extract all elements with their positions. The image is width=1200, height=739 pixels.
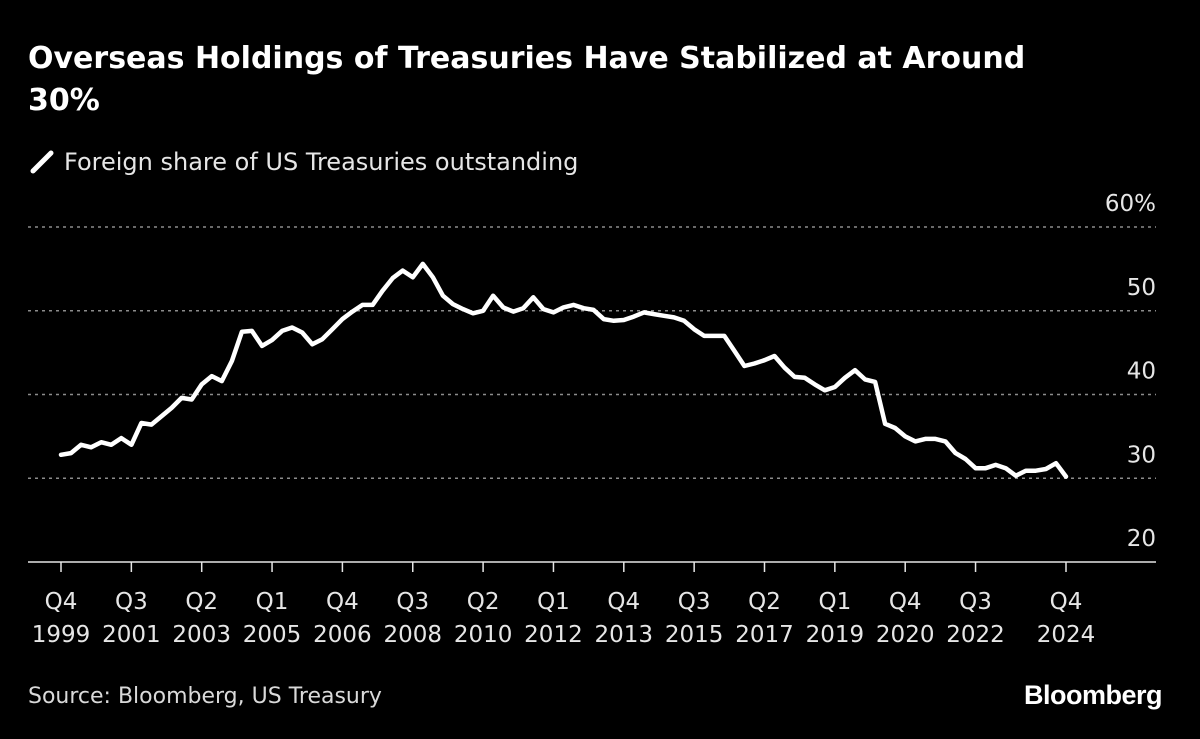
series-line-foreign-share	[58, 261, 1069, 479]
x-tick-label-year: 2013	[595, 622, 654, 648]
x-tick-label-year: 2020	[876, 622, 935, 648]
y-tick-label-60: 60%	[1105, 191, 1156, 217]
x-tick-label-quarter: Q3	[959, 589, 992, 615]
source-note: Source: Bloomberg, US Treasury	[28, 684, 382, 709]
x-tick-label-year: 2010	[454, 622, 513, 648]
x-tick-label-year: 2003	[172, 622, 231, 648]
series-layer	[58, 261, 1069, 479]
x-tick-label-quarter: Q1	[818, 589, 851, 615]
x-tick-label-quarter: Q4	[45, 589, 78, 615]
x-tick-label-year: 1999	[32, 622, 91, 648]
x-tick-label-year: 2006	[313, 622, 372, 648]
y-axis-tick-labels: 20 30 40 50 60%	[1105, 191, 1156, 552]
y-tick-label-20: 20	[1127, 526, 1156, 552]
x-tick-label-quarter: Q1	[256, 589, 289, 615]
x-tick-label-year: 2017	[735, 622, 794, 648]
legend-line-icon	[30, 150, 54, 174]
x-tick-label-quarter: Q2	[185, 589, 218, 615]
x-axis: Q4 1999 Q3 2001 Q2 2003 Q1 2005 Q4 2006 Q3 2008 Q2 20…	[28, 561, 1156, 648]
legend-label: Foreign share of US Treasuries outstandi…	[64, 148, 579, 176]
chart-title: Overseas Holdings of Treasuries Have Sta…	[28, 41, 1026, 118]
x-tick-label-quarter: Q4	[607, 589, 640, 615]
x-tick-label-year: 2005	[243, 622, 302, 648]
x-tick-label-year: 2015	[665, 622, 724, 648]
x-tick-label-year: 2001	[102, 622, 161, 648]
y-tick-label-50: 50	[1127, 275, 1156, 301]
x-tick-label-year: 2012	[524, 622, 583, 648]
x-tick-label-year: 2024	[1037, 622, 1096, 648]
x-tick-label-year: 2008	[383, 622, 442, 648]
legend: Foreign share of US Treasuries outstandi…	[30, 146, 578, 178]
x-tick-label-quarter: Q2	[467, 589, 500, 615]
x-tick-label-quarter: Q3	[115, 589, 148, 615]
x-tick-label-quarter: Q2	[748, 589, 781, 615]
gridlines	[28, 226, 1156, 479]
x-tick-label-year: 2022	[946, 622, 1005, 648]
x-tick-label-quarter: Q4	[889, 589, 922, 615]
x-tick-label-year: 2019	[806, 622, 865, 648]
bloomberg-logo: Bloomberg	[1023, 680, 1163, 710]
x-tick-label-quarter: Q4	[326, 589, 359, 615]
x-tick-label-quarter: Q1	[537, 589, 570, 615]
x-tick-label-quarter: Q3	[678, 589, 711, 615]
y-tick-label-30: 30	[1127, 442, 1156, 468]
x-tick-label-quarter: Q4	[1050, 589, 1083, 615]
x-tick-label-quarter: Q3	[396, 589, 429, 615]
y-tick-label-40: 40	[1127, 359, 1156, 385]
